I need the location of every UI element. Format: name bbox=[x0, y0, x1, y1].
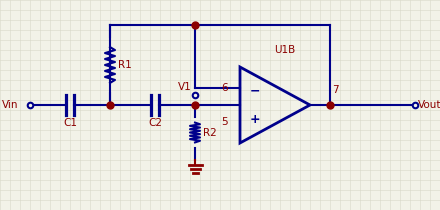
Text: V1: V1 bbox=[178, 82, 192, 92]
Text: +: + bbox=[250, 113, 260, 126]
Text: C1: C1 bbox=[63, 118, 77, 128]
Text: −: − bbox=[250, 84, 260, 97]
Text: 6: 6 bbox=[221, 83, 228, 93]
Text: 7: 7 bbox=[332, 85, 339, 95]
Text: 5: 5 bbox=[221, 117, 228, 127]
Text: R1: R1 bbox=[118, 60, 132, 70]
Text: Vout: Vout bbox=[418, 100, 440, 110]
Text: Vin: Vin bbox=[1, 100, 18, 110]
Text: U1B: U1B bbox=[275, 45, 296, 55]
Text: R2: R2 bbox=[203, 128, 217, 138]
Text: C2: C2 bbox=[148, 118, 162, 128]
